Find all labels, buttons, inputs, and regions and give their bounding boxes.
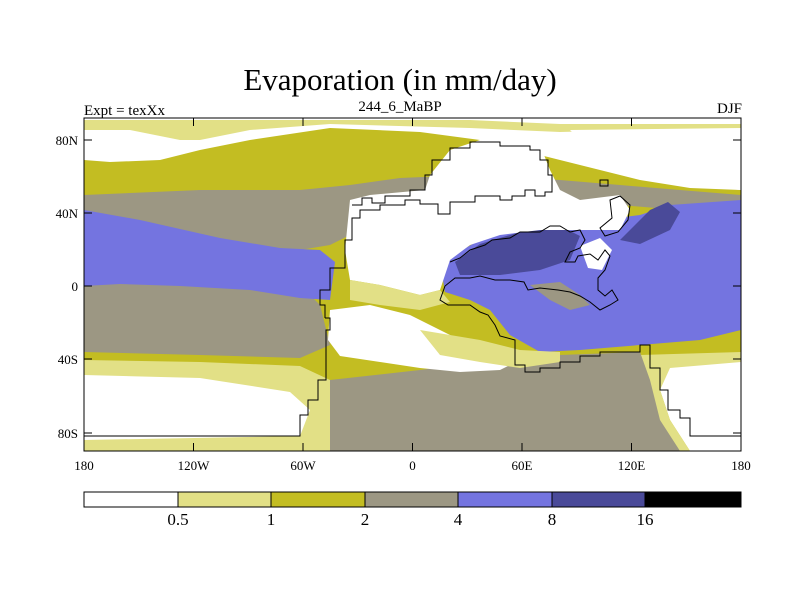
colorbar-label-2: 2	[361, 510, 370, 529]
coastlines	[84, 141, 741, 437]
lat-label-80n: 80N	[56, 133, 79, 148]
lon-tick-marks	[83, 118, 742, 451]
colorbar-box-0	[83, 491, 179, 508]
field-arctic-white-2	[84, 118, 741, 124]
colorbar	[83, 491, 742, 508]
colorbar-label-4: 8	[548, 510, 557, 529]
colorbar-box-2	[270, 491, 366, 508]
lon-label-60e: 60E	[512, 458, 533, 473]
lat-tick-marks	[84, 139, 741, 434]
experiment-label: Expt = texXx	[84, 103, 165, 119]
field-yellow-gondwana-fringe	[420, 330, 560, 368]
coastline-gondwana	[84, 317, 331, 437]
lon-label-60w: 60W	[290, 458, 316, 473]
colorbar-label-0: 0.5	[167, 510, 188, 529]
field-dark-blue-tethys	[455, 226, 580, 275]
colorbar-box-6	[644, 491, 742, 508]
colorbar-label-5: 16	[637, 510, 654, 529]
colorbar-label-3: 4	[454, 510, 463, 529]
field-grey-north-band	[84, 175, 741, 250]
lon-label-120e: 120E	[618, 458, 646, 473]
coastline-tethys-north	[439, 225, 741, 437]
field-antarctic-yellow-east	[640, 352, 741, 451]
field-antarctic-white-east	[660, 355, 741, 451]
lon-label-180w: 180	[74, 458, 94, 473]
field-arctic-white-east	[570, 128, 741, 190]
lon-label-180e: 180	[731, 458, 751, 473]
coastline-laurasia	[319, 141, 553, 318]
lon-label-120w: 120W	[178, 458, 211, 473]
colorbar-box-5	[551, 491, 646, 508]
lat-label-80s: 80S	[58, 426, 78, 441]
season-label: DJF	[716, 101, 742, 117]
field-arctic-white-west	[84, 130, 200, 162]
chart-title: Evaporation (in mm/day)	[243, 62, 557, 97]
lat-label-40s: 40S	[58, 352, 78, 367]
evaporation-field	[84, 118, 741, 451]
field-grey-south-ocean	[330, 352, 680, 451]
field-blue-pacific	[84, 210, 335, 300]
field-yellow-laurasia-fringe	[350, 280, 450, 310]
coastline-north-islet	[599, 179, 609, 187]
field-white-laurasia	[345, 140, 630, 295]
field-antarctic-white	[84, 375, 310, 440]
colorbar-box-3	[364, 491, 459, 508]
colorbar-box-4	[457, 491, 553, 508]
colorbar-box-1	[177, 491, 272, 508]
lat-label-0: 0	[72, 279, 79, 294]
coastline-east-island	[599, 195, 631, 237]
field-dark-blue-east	[620, 202, 680, 244]
colorbar-label-1: 1	[267, 510, 276, 529]
lon-label-0: 0	[409, 458, 416, 473]
lat-label-40n: 40N	[56, 206, 79, 221]
period-label: 244_6_MaBP	[358, 99, 442, 115]
field-white-islands	[580, 238, 612, 270]
